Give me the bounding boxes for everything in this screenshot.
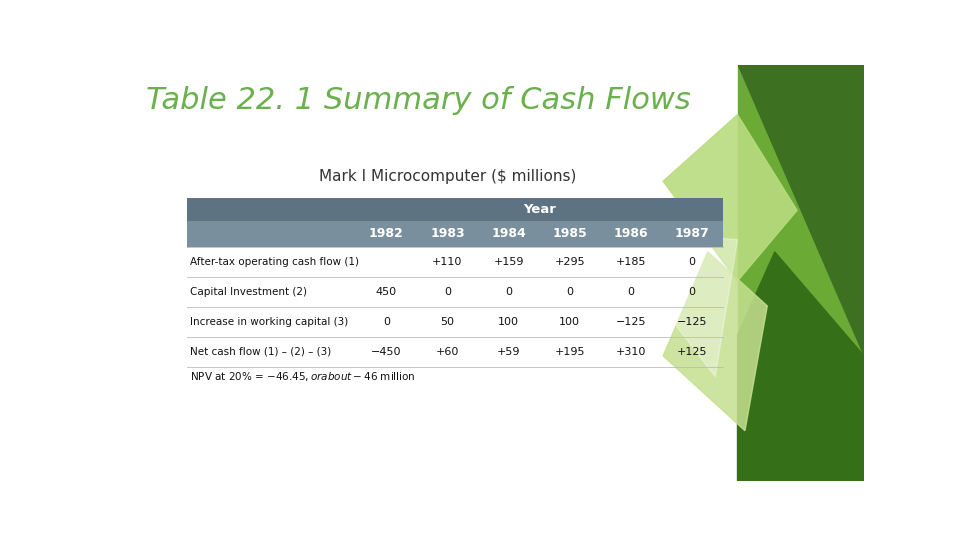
- Text: 1987: 1987: [675, 227, 709, 240]
- Text: +110: +110: [432, 257, 463, 267]
- Text: Table 22. 1 Summary of Cash Flows: Table 22. 1 Summary of Cash Flows: [146, 85, 691, 114]
- Text: Year: Year: [523, 203, 556, 216]
- Bar: [187, 221, 723, 247]
- Text: +60: +60: [436, 347, 459, 357]
- Bar: [187, 198, 723, 221]
- Text: 0: 0: [505, 287, 512, 297]
- Polygon shape: [604, 231, 737, 377]
- Text: 450: 450: [375, 287, 396, 297]
- Text: Mark I Microcomputer ($ millions): Mark I Microcomputer ($ millions): [319, 168, 576, 184]
- Text: +159: +159: [493, 257, 524, 267]
- Text: +295: +295: [555, 257, 585, 267]
- Text: 0: 0: [383, 317, 390, 327]
- Polygon shape: [737, 65, 864, 481]
- Text: 50: 50: [441, 317, 454, 327]
- Text: 1984: 1984: [492, 227, 526, 240]
- Text: 1985: 1985: [552, 227, 588, 240]
- Text: 1983: 1983: [430, 227, 465, 240]
- Text: +185: +185: [615, 257, 646, 267]
- Text: Net cash flow (1) – (2) – (3): Net cash flow (1) – (2) – (3): [190, 347, 331, 357]
- Text: 0: 0: [566, 287, 573, 297]
- Text: 100: 100: [560, 317, 580, 327]
- Text: 0: 0: [444, 287, 451, 297]
- Text: 1982: 1982: [369, 227, 403, 240]
- Polygon shape: [737, 65, 864, 356]
- Polygon shape: [663, 114, 797, 281]
- Text: After-tax operating cash flow (1): After-tax operating cash flow (1): [190, 257, 359, 267]
- Text: +125: +125: [677, 347, 708, 357]
- Text: +310: +310: [615, 347, 646, 357]
- Text: Capital Investment (2): Capital Investment (2): [190, 287, 307, 297]
- Text: 1986: 1986: [613, 227, 648, 240]
- Text: −125: −125: [677, 317, 708, 327]
- Text: +195: +195: [555, 347, 585, 357]
- Text: NPV at 20% = −$46.45, or about −$46 million: NPV at 20% = −$46.45, or about −$46 mill…: [190, 370, 416, 383]
- Text: +59: +59: [497, 347, 520, 357]
- Polygon shape: [663, 252, 767, 431]
- Text: 0: 0: [628, 287, 635, 297]
- Text: Increase in working capital (3): Increase in working capital (3): [190, 317, 348, 327]
- Text: 0: 0: [688, 287, 696, 297]
- Text: 100: 100: [498, 317, 519, 327]
- Text: 0: 0: [688, 257, 696, 267]
- Text: −125: −125: [615, 317, 646, 327]
- Polygon shape: [737, 252, 864, 481]
- Text: −450: −450: [371, 347, 401, 357]
